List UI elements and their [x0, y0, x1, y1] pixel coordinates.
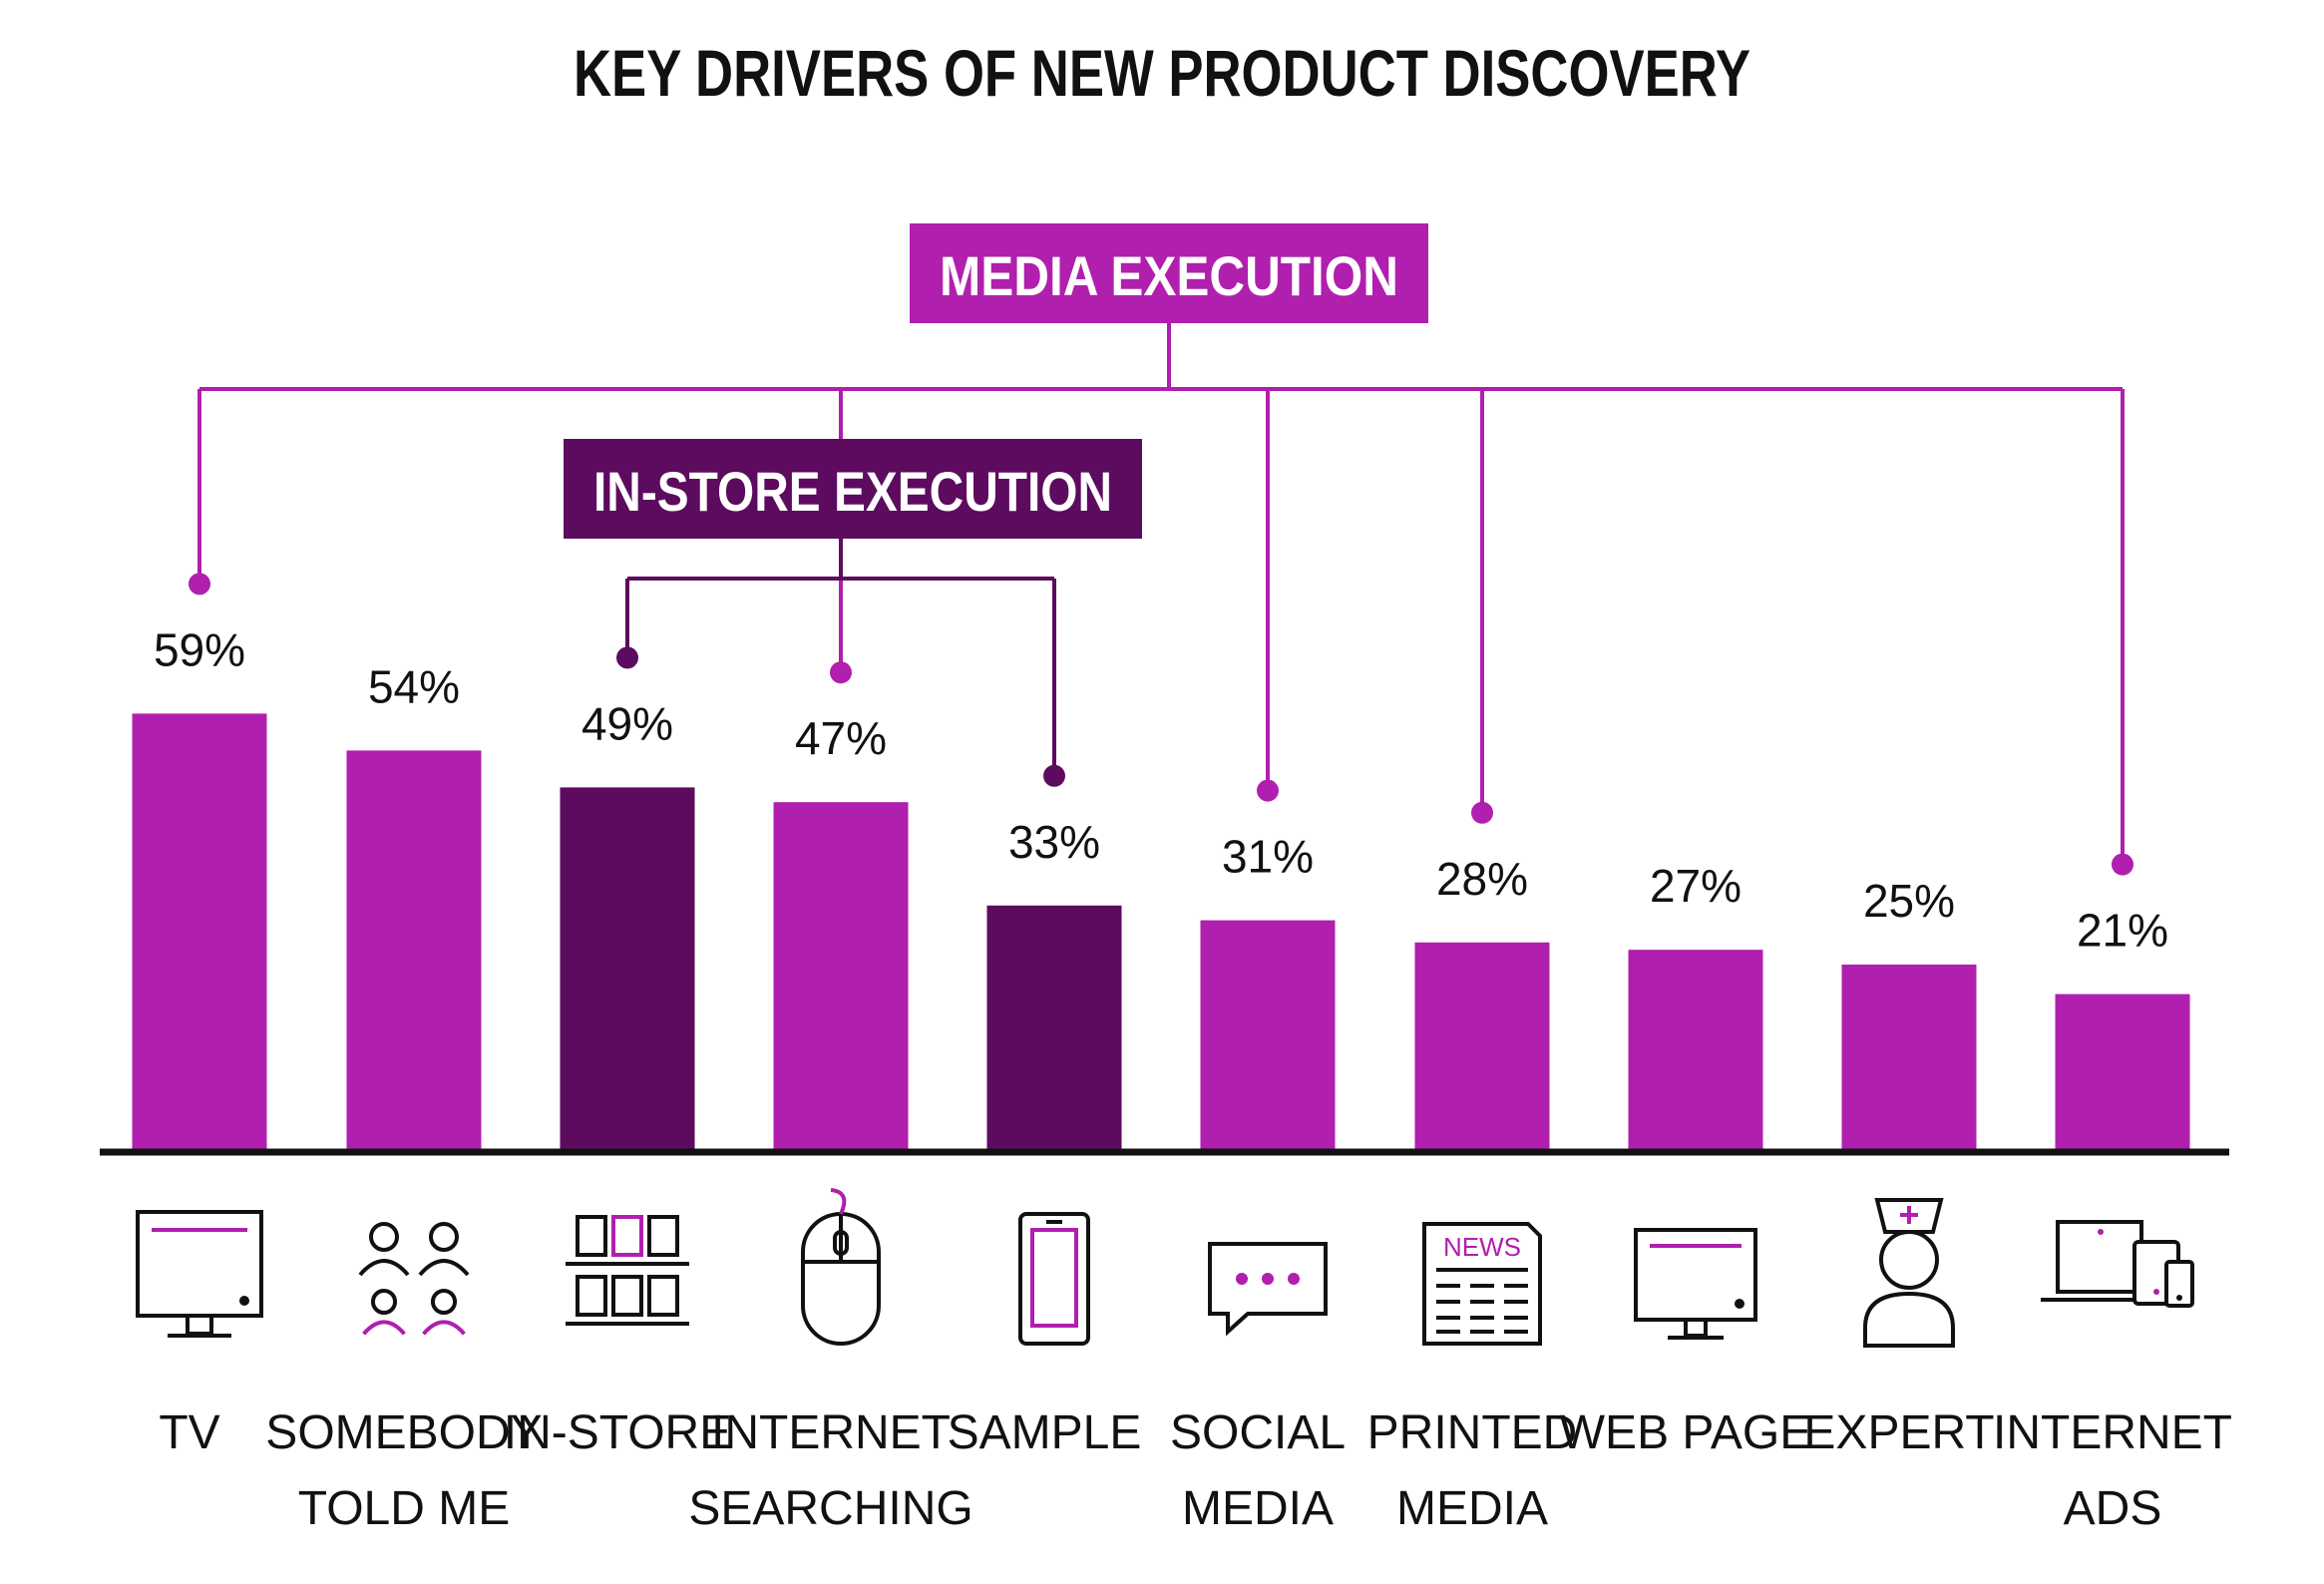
- value-label: 28%: [1436, 853, 1528, 905]
- chart-title: KEY DRIVERS OF NEW PRODUCT DISCOVERY: [574, 36, 1750, 110]
- bar: [1841, 965, 1977, 1149]
- category-label: TOLD ME: [298, 1482, 510, 1535]
- category-label: MEDIA: [1396, 1482, 1548, 1535]
- people-icon: [358, 1222, 470, 1336]
- bar: [773, 802, 909, 1149]
- category-label: PRINTED: [1367, 1406, 1578, 1459]
- bar: [1414, 942, 1550, 1149]
- category-label: MEDIA: [1182, 1482, 1334, 1535]
- in-store-execution-connector-dot: [616, 646, 638, 669]
- category-label: WEB PAGE: [1560, 1406, 1812, 1459]
- media-execution-connector-dot: [2112, 853, 2133, 876]
- bar: [1200, 920, 1336, 1149]
- category-label: TV: [159, 1406, 219, 1459]
- category-label: SOMEBODY: [265, 1406, 542, 1459]
- bar: [346, 750, 482, 1149]
- bar: [560, 787, 695, 1149]
- category-icons: NEWS: [136, 1188, 2194, 1348]
- category-label: INTERNET: [711, 1406, 951, 1459]
- media-execution-connector-dot: [830, 661, 852, 684]
- media-execution-badge: [910, 223, 1428, 323]
- media-execution-connector-dot: [1471, 801, 1493, 824]
- devices-icon: [2041, 1220, 2194, 1308]
- media-execution-connector-dot: [189, 573, 210, 595]
- category-label: EXPERT: [1803, 1406, 1994, 1459]
- value-label: 33%: [1008, 816, 1100, 868]
- monitor-icon: [1634, 1228, 1757, 1340]
- nurse-icon: [1863, 1198, 1955, 1348]
- category-label: IN-STORE: [504, 1406, 731, 1459]
- category-label: ADS: [2064, 1482, 2162, 1535]
- value-label: 27%: [1650, 860, 1742, 912]
- value-label: 21%: [2077, 905, 2168, 957]
- in-store-execution-badge: [564, 439, 1142, 539]
- media-execution-badge-label: MEDIA EXECUTION: [940, 244, 1398, 307]
- value-labels: 59% 54% 49% 47% 33% 31% 28% 27% 25% 21%: [154, 623, 2168, 956]
- store-shelf-icon: [566, 1215, 689, 1326]
- bars: [132, 713, 2190, 1149]
- chat-bubble-icon: [1208, 1242, 1328, 1337]
- bar: [132, 713, 267, 1149]
- value-label: 25%: [1863, 875, 1955, 927]
- category-label: SEARCHING: [688, 1482, 972, 1535]
- value-label: 47%: [795, 712, 887, 764]
- media-execution-connector-dot: [1257, 779, 1279, 802]
- value-label: 59%: [154, 623, 245, 675]
- mouse-icon: [801, 1188, 881, 1346]
- newspaper-icon: NEWS: [1422, 1222, 1542, 1346]
- category-label: SAMPLE: [948, 1406, 1142, 1459]
- category-label: SOCIAL: [1170, 1406, 1346, 1459]
- value-label: 49%: [581, 697, 673, 749]
- group-badges: MEDIA EXECUTION IN-STORE EXECUTION: [564, 223, 1428, 539]
- group-connectors: [189, 321, 2133, 876]
- newspaper-icon-text: NEWS: [1443, 1232, 1521, 1262]
- in-store-execution-connector-dot: [1043, 764, 1065, 787]
- category-label: INTERNET: [1993, 1406, 2232, 1459]
- tv-icon: [136, 1210, 263, 1338]
- in-store-execution-badge-label: IN-STORE EXECUTION: [593, 460, 1112, 523]
- value-label: 31%: [1222, 831, 1314, 883]
- phone-icon: [1018, 1212, 1090, 1346]
- bar: [1628, 950, 1763, 1149]
- bar: [986, 905, 1122, 1149]
- bar: [2055, 993, 2190, 1149]
- value-label: 54%: [368, 660, 460, 712]
